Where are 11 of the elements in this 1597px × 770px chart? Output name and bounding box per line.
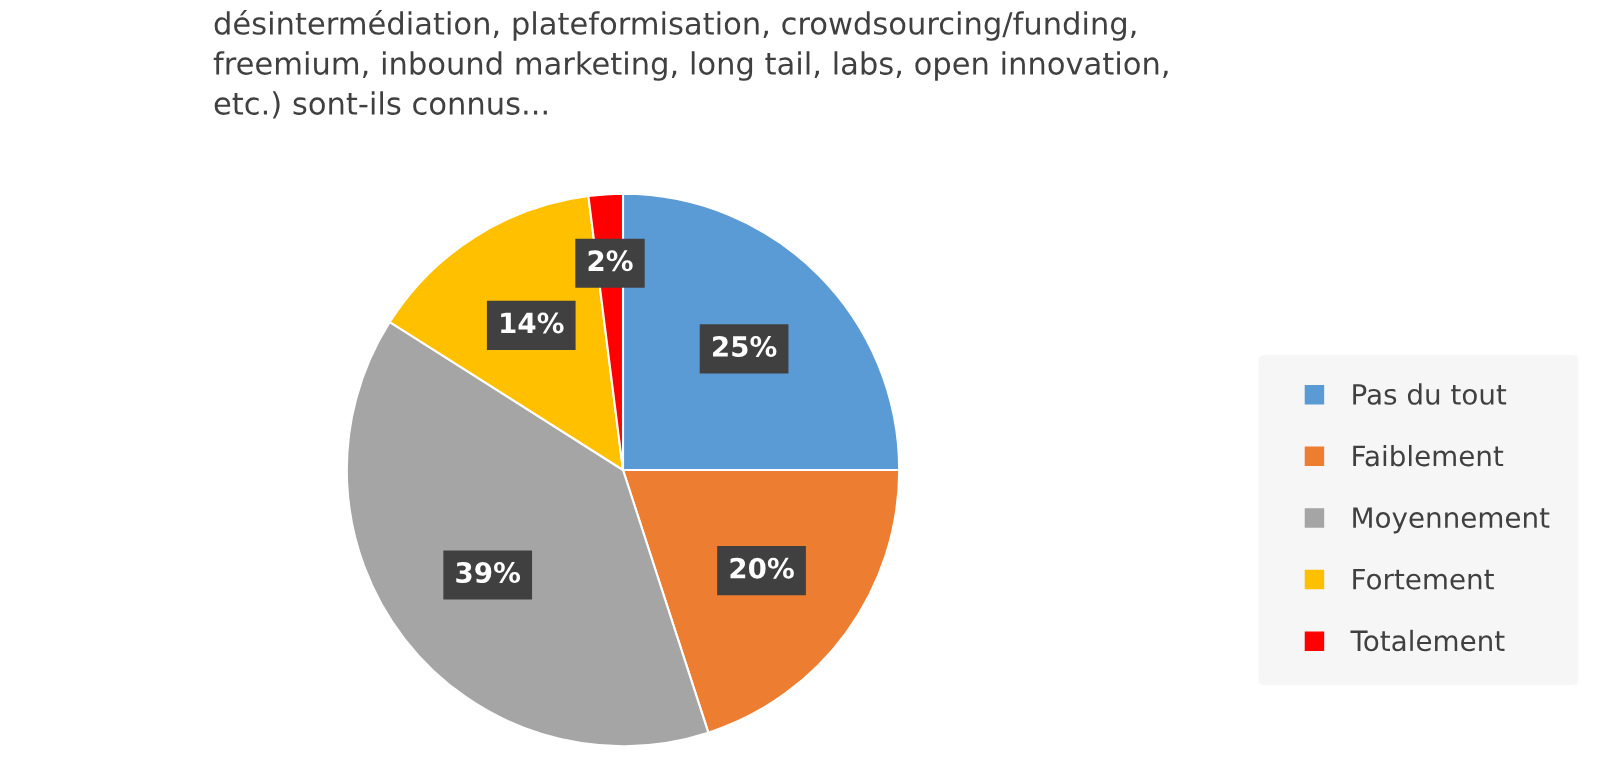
legend-label: Fortement [1353, 569, 1494, 590]
legend-label: Faiblement [1353, 444, 1504, 467]
data-label: 2% [588, 250, 633, 272]
legend-label: Totalement [1350, 629, 1505, 652]
legend-label: Pas du tout [1353, 383, 1507, 405]
data-label: 20% [730, 557, 794, 579]
data-label: 14% [501, 312, 564, 334]
legend-label: Moyennement [1353, 507, 1550, 534]
data-label: 39% [456, 562, 521, 584]
chart-title: désintermédiation, plateformisation, crowdsourcing/funding, freemium, inbound marketing, long tail, labs, open innovation, etc.) sont-ils connus... [213, 10, 1168, 119]
data-label: 25% [713, 335, 777, 357]
